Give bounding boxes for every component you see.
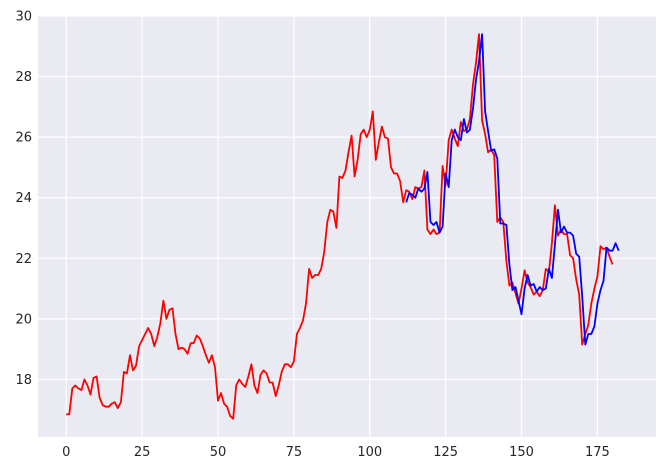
x-tick-label: 125 bbox=[433, 445, 458, 460]
x-tick-label: 100 bbox=[357, 445, 382, 460]
y-tick-label: 24 bbox=[15, 191, 32, 206]
series-line-1 bbox=[66, 33, 614, 420]
y-tick-label: 26 bbox=[15, 131, 32, 146]
x-tick-label: 75 bbox=[286, 445, 303, 460]
y-tick-label: 18 bbox=[15, 373, 32, 388]
x-tick-label: 0 bbox=[62, 445, 70, 460]
y-tick-label: 20 bbox=[15, 312, 32, 327]
x-axis: 0 25 50 75 100 125 150 175 bbox=[62, 445, 610, 460]
x-tick-label: 150 bbox=[509, 445, 534, 460]
x-tick-label: 50 bbox=[210, 445, 227, 460]
y-axis: 18 20 22 24 26 28 30 bbox=[15, 10, 32, 388]
y-tick-label: 28 bbox=[15, 70, 32, 85]
series-line-2 bbox=[405, 33, 620, 346]
y-tick-label: 30 bbox=[15, 10, 32, 25]
x-tick-label: 175 bbox=[585, 445, 610, 460]
x-tick-label: 25 bbox=[134, 445, 151, 460]
series-layer bbox=[66, 33, 620, 420]
y-tick-label: 22 bbox=[15, 252, 32, 267]
